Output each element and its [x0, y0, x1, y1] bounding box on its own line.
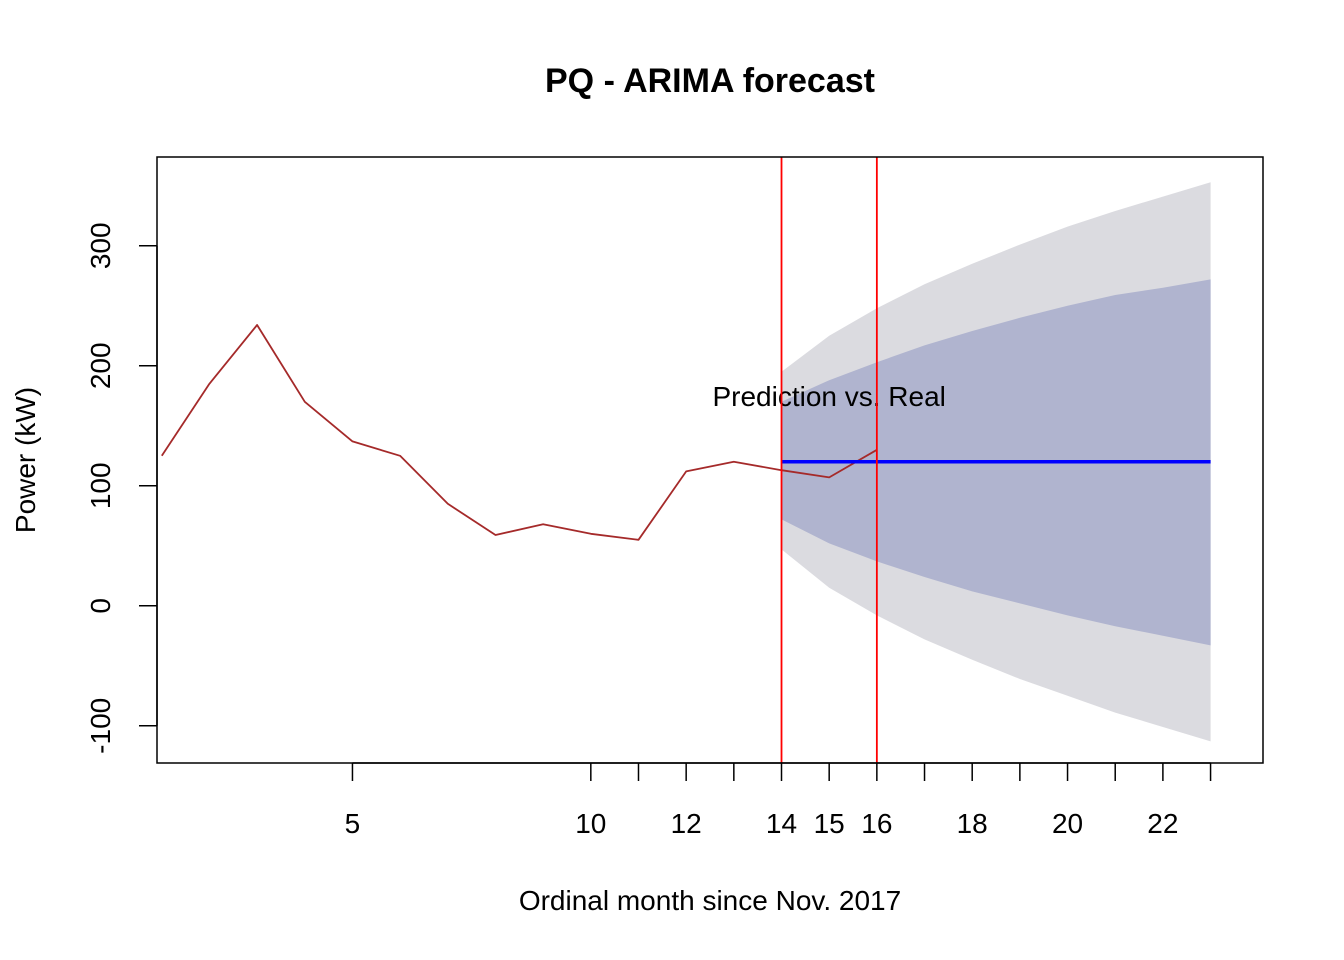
y-tick-label: 0	[85, 598, 116, 614]
y-tick-label: 200	[85, 342, 116, 389]
y-tick-label: 100	[85, 462, 116, 509]
chart-title: PQ - ARIMA forecast	[545, 62, 875, 100]
plot-area: Prediction vs. Real	[161, 157, 1211, 763]
y-axis-label: Power (kW)	[10, 387, 41, 533]
x-axis: 5 10 12 14 15 16 18 20 22	[345, 762, 1212, 839]
y-axis: -100 0 100 200 300	[85, 222, 158, 754]
x-tick-label: 20	[1052, 808, 1083, 839]
y-tick-label: -100	[85, 698, 116, 754]
x-tick-label: 14	[766, 808, 797, 839]
y-tick-label: 300	[85, 222, 116, 269]
x-tick-label: 10	[575, 808, 606, 839]
x-tick-label: 22	[1147, 808, 1178, 839]
x-tick-label: 5	[345, 808, 361, 839]
x-tick-label: 18	[957, 808, 988, 839]
observed-line	[161, 324, 878, 541]
x-tick-label: 15	[814, 808, 845, 839]
x-tick-label: 12	[671, 808, 702, 839]
x-axis-label: Ordinal month since Nov. 2017	[519, 885, 901, 916]
annotation-label: Prediction vs. Real	[712, 381, 945, 412]
x-tick-label: 16	[861, 808, 892, 839]
